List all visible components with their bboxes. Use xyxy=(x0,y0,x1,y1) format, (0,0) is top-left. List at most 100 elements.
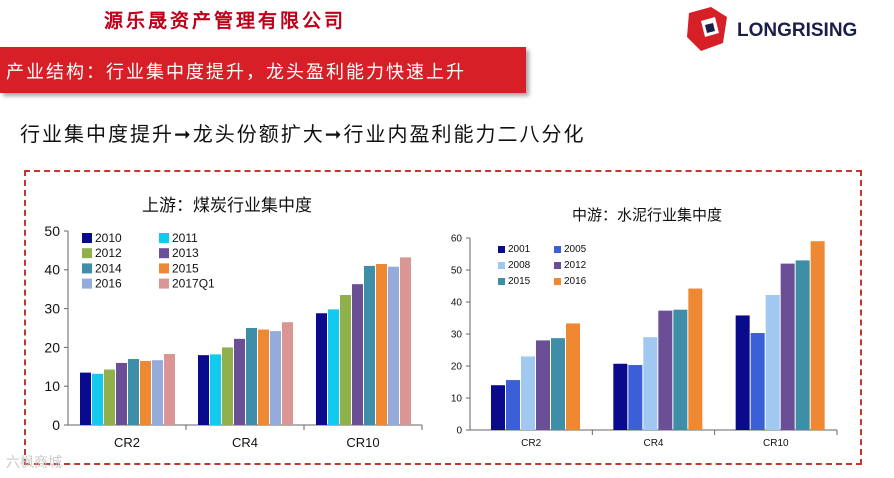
y-tick-label: 20 xyxy=(44,339,60,355)
watermark: 六枫商城 xyxy=(6,455,62,471)
legend-label-2012: 2012 xyxy=(95,246,122,260)
bar-cr10-2005 xyxy=(750,333,765,430)
category-label: CR4 xyxy=(643,438,663,449)
bar-cr4-2012 xyxy=(658,310,673,430)
legend-swatch-2012 xyxy=(554,262,561,269)
y-tick-label: 0 xyxy=(52,417,60,433)
bar-cr4-2017q1 xyxy=(282,322,293,425)
legend-swatch-2011 xyxy=(159,233,169,243)
bar-cr10-2016 xyxy=(388,266,399,425)
y-tick-label: 20 xyxy=(451,362,463,373)
cement-concentration-chart: 中游：水泥行业集中度 0 10 20 30 40 50 60 CR2 CR4 CR10 2001 200… xyxy=(451,207,838,449)
bar-cr4-2005 xyxy=(628,365,643,430)
category-label: CR2 xyxy=(521,438,541,449)
y-tick-label: 30 xyxy=(451,330,463,341)
legend-label-2001: 2001 xyxy=(508,244,531,255)
legend-swatch-2008 xyxy=(498,262,505,269)
category-label: CR2 xyxy=(114,435,140,450)
bar-cr4-2015 xyxy=(673,309,688,430)
bar-cr2-2016 xyxy=(152,360,163,425)
bar-cr4-2014 xyxy=(246,328,257,425)
charts-frame xyxy=(24,170,862,465)
chart-title: 上游：煤炭行业集中度 xyxy=(142,196,312,215)
bar-cr4-2010 xyxy=(198,355,209,425)
legend-swatch-2012 xyxy=(82,248,92,259)
bar-cr10-2012 xyxy=(780,263,795,430)
logo-text: LONGRISING xyxy=(737,20,857,41)
legend-label-2017q1: 2017Q1 xyxy=(172,277,215,291)
bar-cr2-2005 xyxy=(506,380,520,430)
legend-label-2012: 2012 xyxy=(564,260,587,271)
legend-label-2016: 2016 xyxy=(95,277,122,291)
chart-title: 中游：水泥行业集中度 xyxy=(572,207,722,224)
bar-cr4-2012 xyxy=(222,347,233,425)
y-tick-label: 40 xyxy=(451,298,463,309)
legend-label-2015: 2015 xyxy=(172,261,199,275)
y-tick-label: 40 xyxy=(44,262,60,278)
y-tick-label: 10 xyxy=(451,394,463,405)
bar-cr4-2001 xyxy=(613,363,628,430)
legend-swatch-2013 xyxy=(159,248,169,259)
y-tick-label: 0 xyxy=(456,426,462,437)
bar-cr10-2008 xyxy=(765,294,780,430)
bar-cr10-2016 xyxy=(810,241,825,430)
company-name: 源乐晟资产管理有限公司 xyxy=(104,10,347,32)
category-label: CR4 xyxy=(232,435,258,450)
legend-label-2008: 2008 xyxy=(508,260,531,271)
bar-cr2-2014 xyxy=(128,359,139,425)
bar-cr4-2013 xyxy=(234,338,245,425)
bar-cr10-2015 xyxy=(376,263,387,425)
bar-cr10-2001 xyxy=(735,315,750,430)
bar-cr2-2011 xyxy=(92,373,103,425)
bar-cr2-2015 xyxy=(551,338,565,430)
legend-swatch-2010 xyxy=(82,233,92,243)
y-tick-label: 10 xyxy=(44,378,60,394)
bar-cr10-2015 xyxy=(795,260,810,430)
category-label: CR10 xyxy=(763,438,789,449)
legend-swatch-2015 xyxy=(498,278,505,285)
legend-swatch-2016 xyxy=(82,278,92,289)
section-banner: 产业结构：行业集中度提升，龙头盈利能力快速上升 xyxy=(0,47,526,93)
y-tick-label: 60 xyxy=(451,234,463,245)
bar-cr4-2016 xyxy=(270,331,281,425)
bar-cr10-2014 xyxy=(364,265,375,425)
legend-swatch-2014 xyxy=(82,263,92,274)
bar-cr2-2001 xyxy=(491,385,505,430)
bar-cr4-2008 xyxy=(643,337,658,430)
bar-cr10-2011 xyxy=(328,309,339,425)
bar-cr2-2015 xyxy=(140,360,151,425)
bar-cr2-2016 xyxy=(566,323,580,430)
legend-label-2016: 2016 xyxy=(564,276,587,287)
legend-label-2013: 2013 xyxy=(172,246,199,260)
bar-cr2-2010 xyxy=(80,372,91,425)
bar-cr4-2016 xyxy=(688,288,703,430)
legend-swatch-2017q1 xyxy=(159,278,169,289)
logo-icon xyxy=(687,7,727,51)
page-subtitle: 行业集中度提升➞龙头份额扩大➞行业内盈利能力二八分化 xyxy=(20,122,586,146)
legend-label-2011: 2011 xyxy=(172,231,198,245)
legend-swatch-2015 xyxy=(159,263,169,274)
bar-cr4-2011 xyxy=(210,354,221,425)
legend-label-2015: 2015 xyxy=(508,276,531,287)
y-tick-label: 30 xyxy=(44,301,60,317)
y-tick-label: 50 xyxy=(451,266,463,277)
legend-label-2014: 2014 xyxy=(95,261,122,275)
bar-cr2-2012 xyxy=(536,340,550,430)
bar-cr10-2010 xyxy=(316,313,327,425)
longrising-logo: LONGRISING xyxy=(687,7,857,51)
bar-cr2-2013 xyxy=(116,362,127,425)
bar-cr2-2008 xyxy=(521,356,535,430)
bar-cr4-2015 xyxy=(258,329,269,425)
bar-cr2-2017q1 xyxy=(164,353,175,425)
legend-label-2005: 2005 xyxy=(564,244,587,255)
legend-swatch-2016 xyxy=(554,278,561,285)
bar-cr10-2017q1 xyxy=(400,257,411,425)
legend-swatch-2005 xyxy=(554,246,561,253)
bar-cr10-2012 xyxy=(340,295,351,425)
y-tick-label: 50 xyxy=(44,223,60,239)
legend-swatch-2001 xyxy=(498,246,505,253)
category-label: CR10 xyxy=(346,435,379,450)
bar-cr10-2013 xyxy=(352,284,363,425)
bar-cr2-2012 xyxy=(104,369,115,425)
